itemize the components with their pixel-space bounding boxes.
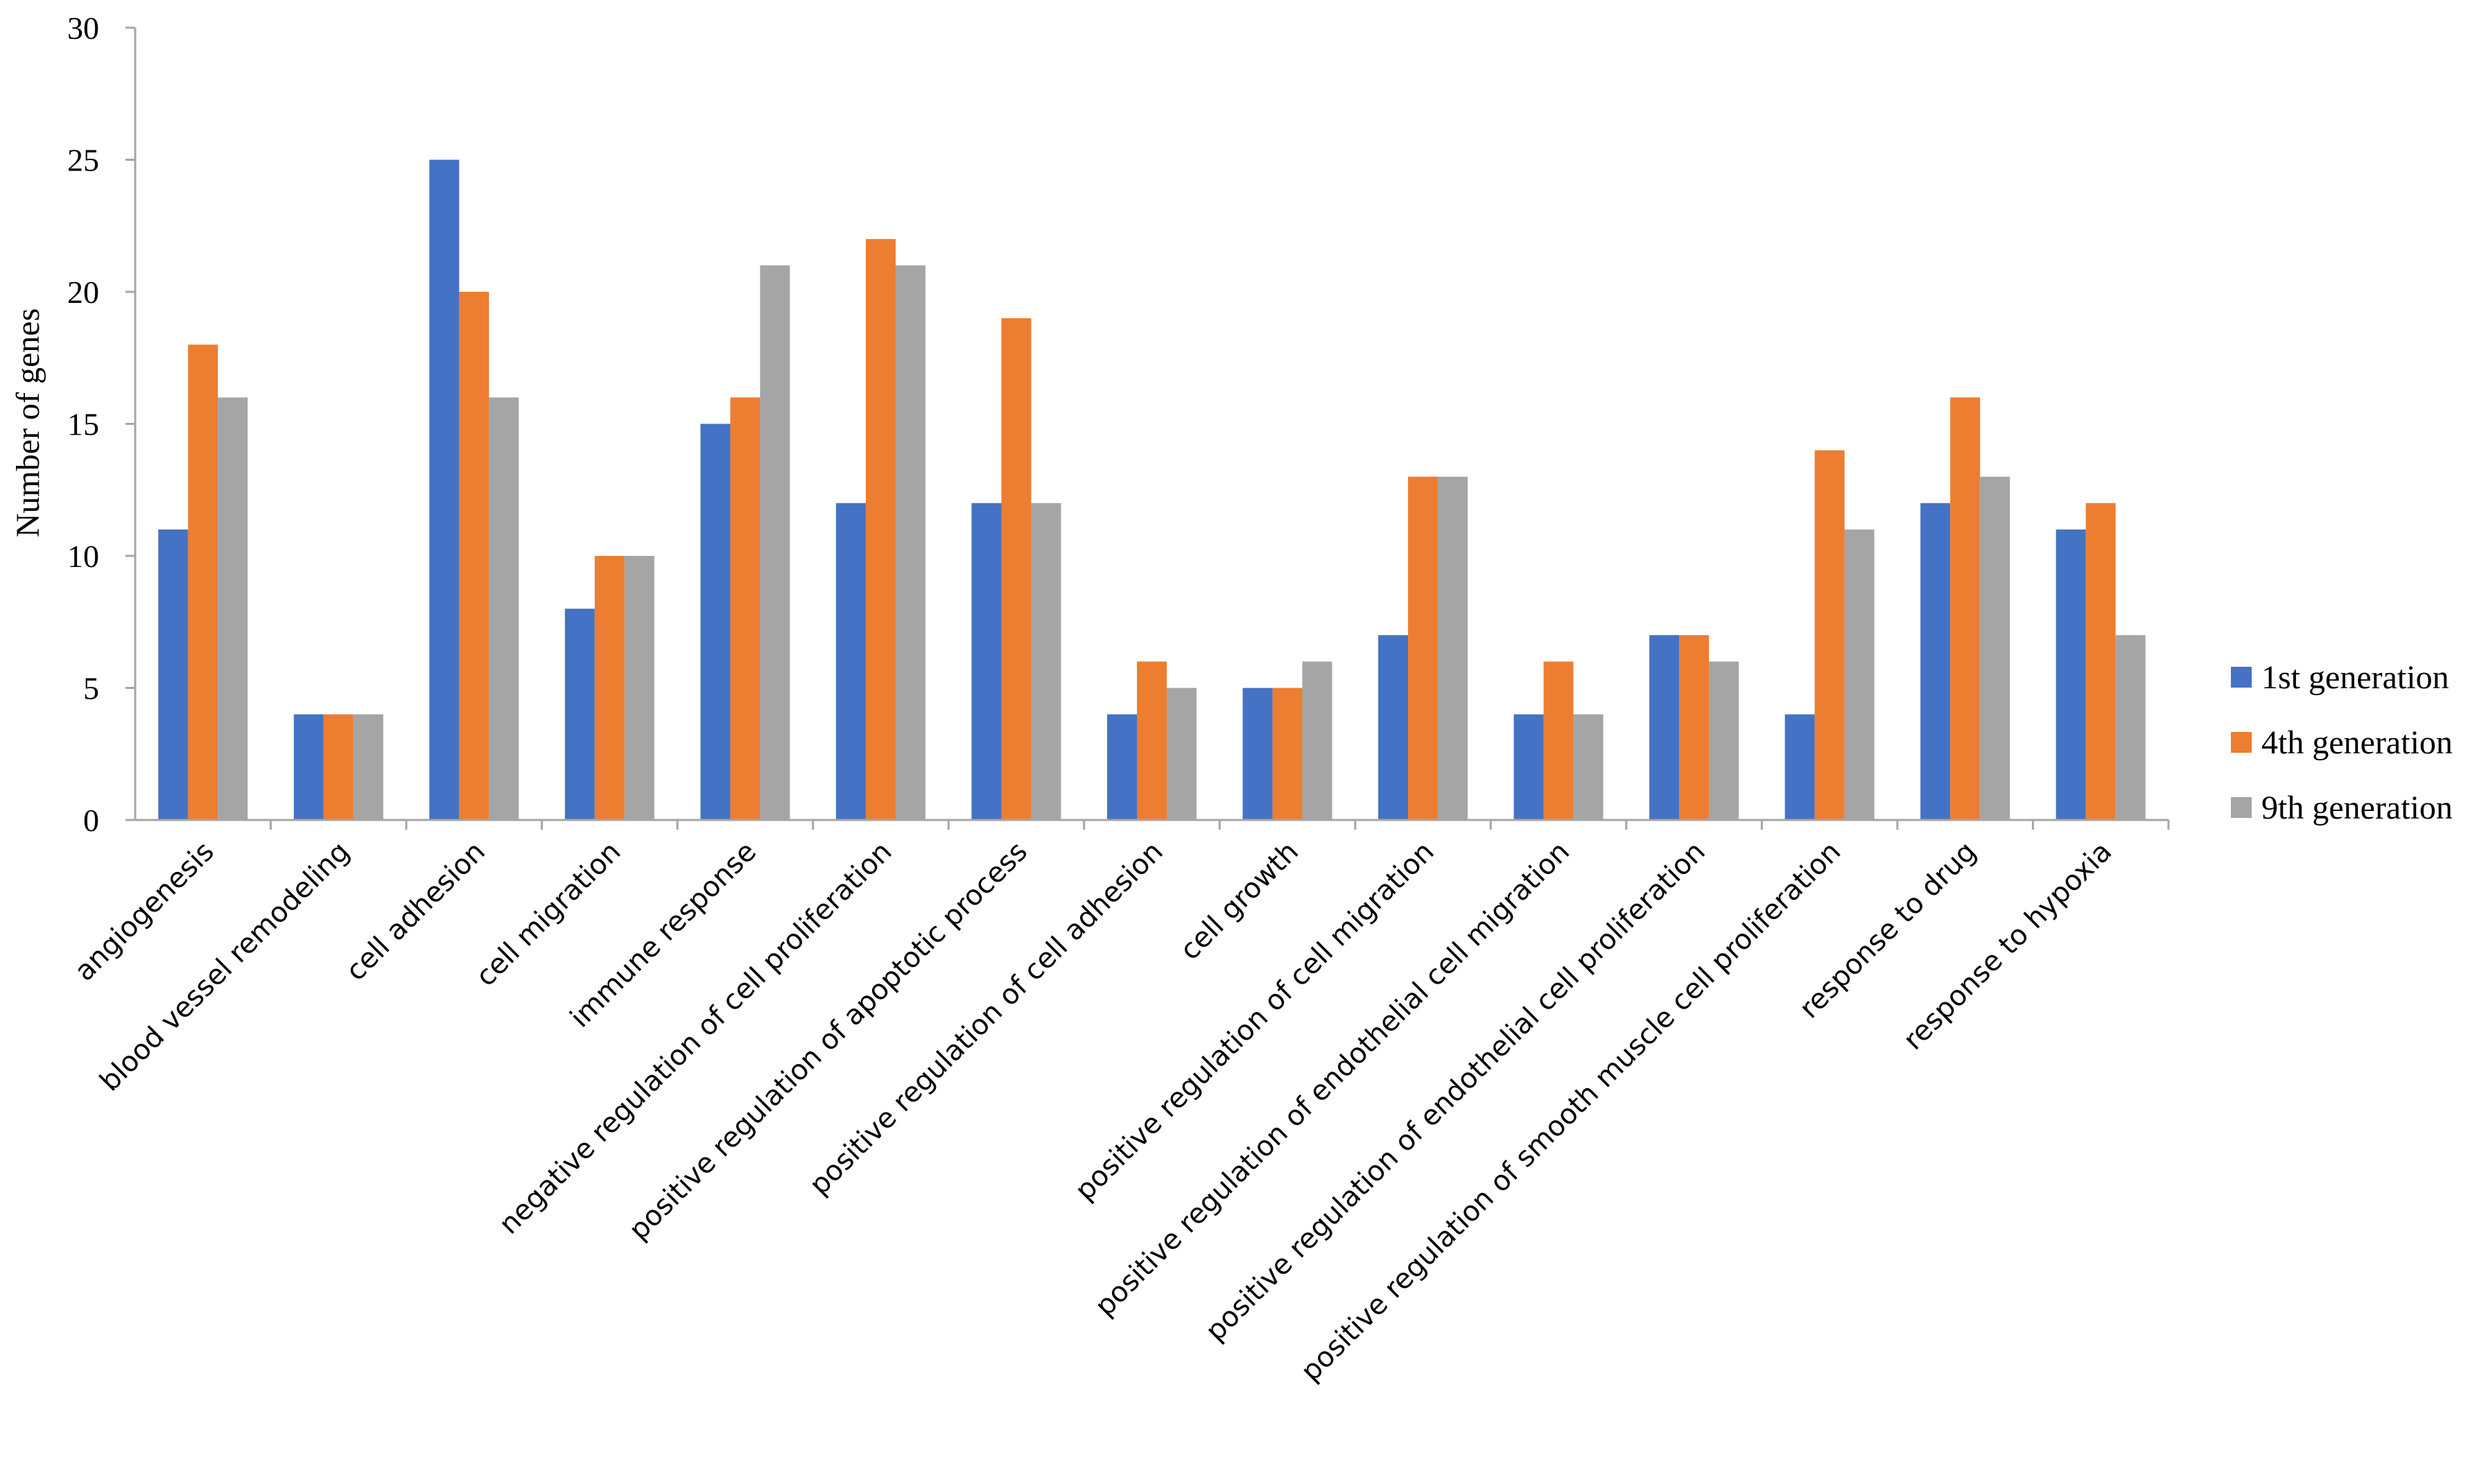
bar-1-15 xyxy=(2055,529,2086,820)
bar-1-3 xyxy=(429,159,460,820)
y-tick-label: 20 xyxy=(67,274,99,310)
bar-3-6 xyxy=(895,265,925,820)
bar-3-7 xyxy=(1031,503,1061,820)
bar-3-15 xyxy=(2115,635,2146,820)
legend-label-3: 9th generation xyxy=(2261,789,2453,826)
x-category-label: blood vessel remodeling xyxy=(94,836,356,1098)
bar-3-5 xyxy=(760,265,790,820)
bar-1-8 xyxy=(1107,714,1137,820)
bar-2-3 xyxy=(459,292,489,820)
bar-2-5 xyxy=(730,397,760,820)
bar-3-11 xyxy=(1573,714,1603,820)
bar-3-4 xyxy=(624,556,654,820)
x-category-label: positive regulation of endothelial cell … xyxy=(1089,836,1576,1322)
bar-3-9 xyxy=(1302,661,1332,820)
bar-1-12 xyxy=(1649,635,1680,820)
legend-label-1: 1st generation xyxy=(2261,659,2449,696)
bar-1-9 xyxy=(1242,688,1273,820)
bar-1-1 xyxy=(158,529,189,820)
bar-2-1 xyxy=(188,344,218,820)
bar-3-13 xyxy=(1844,529,1875,820)
legend-swatch-2 xyxy=(2231,732,2252,753)
legend-swatch-1 xyxy=(2231,667,2252,688)
bar-2-11 xyxy=(1543,661,1574,820)
bar-2-15 xyxy=(2085,503,2116,820)
bar-2-2 xyxy=(323,714,354,820)
bar-2-14 xyxy=(1950,397,1981,820)
bar-1-5 xyxy=(700,424,731,820)
bar-2-6 xyxy=(865,238,896,820)
bar-3-10 xyxy=(1438,476,1468,820)
legend: 1st generation 4th generation 9th generati… xyxy=(2231,659,2453,826)
bar-3-8 xyxy=(1167,688,1197,820)
legend-label-2: 4th generation xyxy=(2261,724,2453,761)
bar-2-10 xyxy=(1408,476,1438,820)
legend-swatch-3 xyxy=(2231,797,2252,818)
bar-2-4 xyxy=(594,556,625,820)
y-tick-label: 25 xyxy=(67,143,99,178)
bar-2-8 xyxy=(1137,661,1167,820)
x-category-label: cell adhesion xyxy=(340,836,492,988)
x-category-label: cell migration xyxy=(470,836,627,993)
bars-layer xyxy=(158,159,2146,821)
y-tick-label: 0 xyxy=(83,803,99,838)
x-category-label: cell growth xyxy=(1174,836,1305,967)
y-tick-label: 10 xyxy=(67,539,99,574)
bar-1-4 xyxy=(564,609,595,820)
x-category-label: angiogenesis xyxy=(69,836,220,988)
bar-3-3 xyxy=(489,397,519,820)
bar-1-13 xyxy=(1784,714,1815,820)
y-tick-label: 30 xyxy=(67,10,99,46)
bar-1-10 xyxy=(1378,635,1409,820)
bar-1-14 xyxy=(1920,503,1951,820)
y-axis-title: Number of genes xyxy=(10,308,46,538)
bar-3-2 xyxy=(353,714,383,820)
bar-2-7 xyxy=(1001,318,1032,821)
bar-2-13 xyxy=(1814,450,1845,820)
y-tick-label: 15 xyxy=(67,407,99,442)
bar-1-6 xyxy=(835,503,866,820)
bar-1-7 xyxy=(971,503,1002,820)
bar-2-12 xyxy=(1679,635,1710,820)
bar-1-11 xyxy=(1513,714,1544,820)
bar-3-14 xyxy=(1980,476,2010,820)
bar-1-2 xyxy=(293,714,324,820)
y-tick-label: 5 xyxy=(83,671,99,706)
bar-3-12 xyxy=(1709,661,1739,820)
x-category-label: positive regulation of endothelial cell … xyxy=(1199,836,1711,1347)
bar-2-9 xyxy=(1272,688,1303,820)
bar-3-1 xyxy=(218,397,248,820)
y-ticks-layer: 0 5 10 15 20 25 30 xyxy=(67,10,135,838)
